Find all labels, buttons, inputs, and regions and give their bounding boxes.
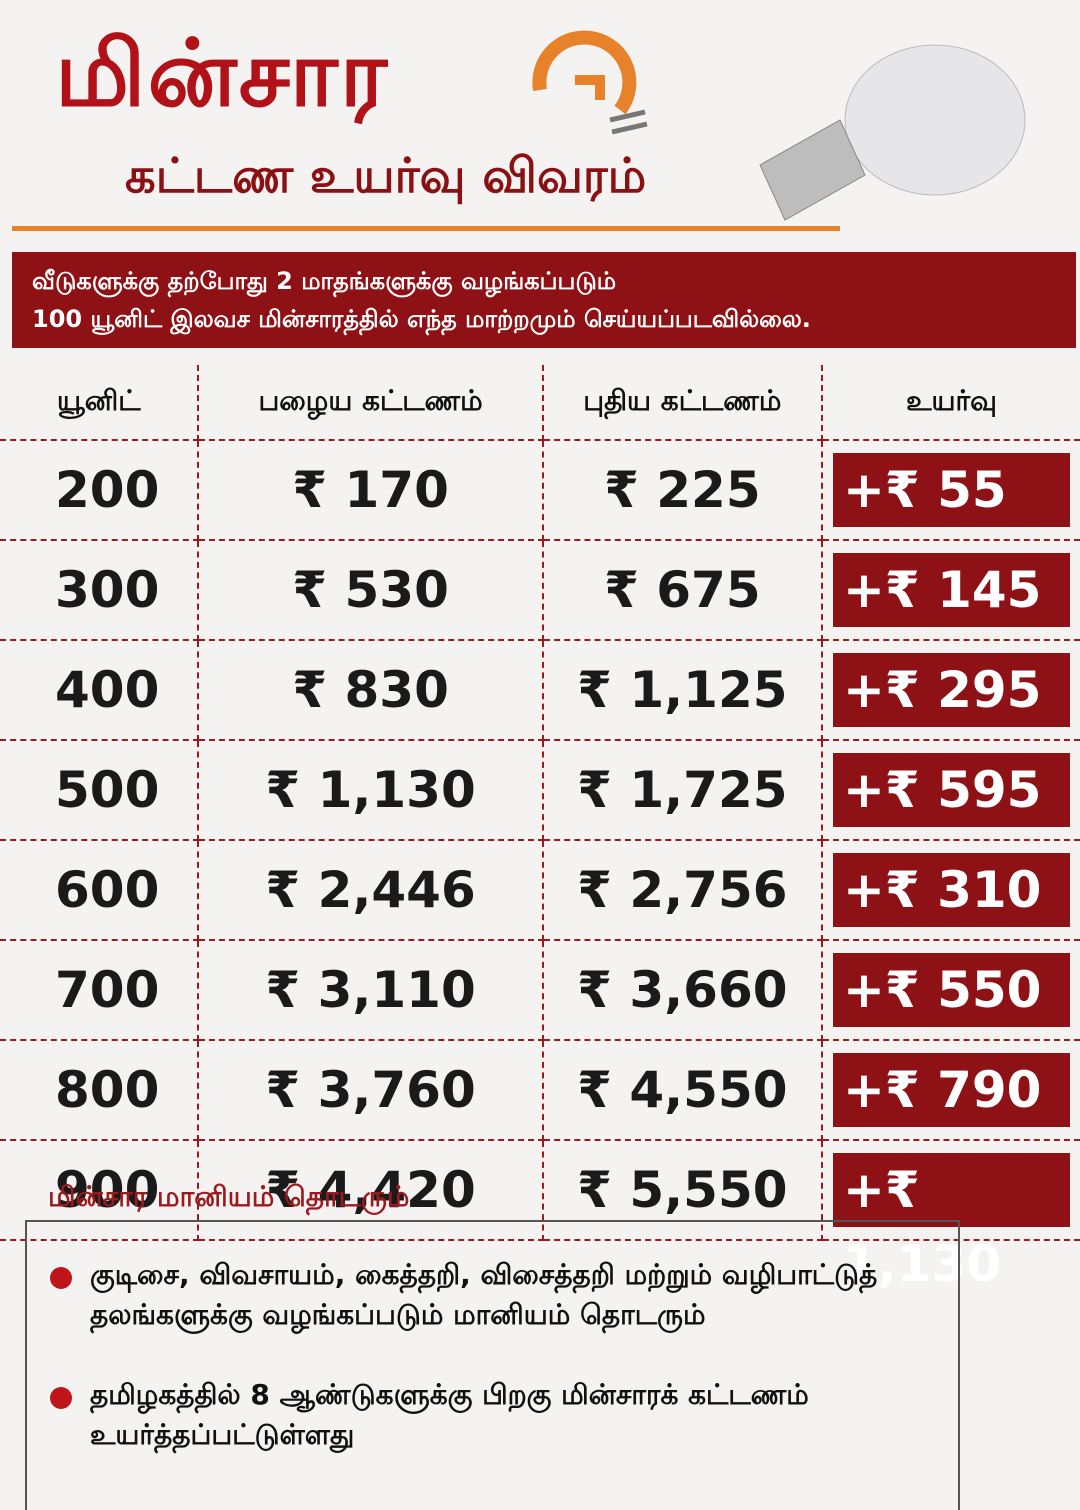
table-cell: +₹ 1,130 [821, 1140, 1080, 1293]
increase-badge: +₹ 550 [832, 953, 1070, 1027]
divider [12, 226, 840, 231]
table-cell: 500 [0, 740, 200, 841]
increase-badge: +₹ 595 [832, 753, 1070, 827]
column-header: பழைய கட்டணம் [198, 365, 544, 441]
table-cell: 800 [0, 1040, 200, 1141]
title: மின்சார [55, 20, 390, 127]
increase-badge: +₹ 790 [832, 1053, 1070, 1127]
table-row: 200 ₹ 170 ₹ 225 +₹ 55 [0, 440, 1080, 541]
table-cell: +₹ 55 [821, 440, 1080, 541]
logo-line [611, 121, 648, 135]
increase-badge: +₹ 1,130 [832, 1153, 1070, 1293]
notice-line: 100 யூனிட் இலவச மின்சாரத்தில் எந்த மாற்ற… [32, 305, 811, 333]
table-cell: +₹ 145 [821, 540, 1080, 641]
column-header: உயர்வு [821, 365, 1080, 441]
table-cell: ₹ 5,550 [542, 1140, 823, 1241]
table-body: 200 ₹ 170 ₹ 225 +₹ 55 300 ₹ 530 ₹ 675 +₹ 145 400… [0, 440, 1080, 1293]
table-cell: 600 [0, 840, 200, 941]
table-cell: +₹ 550 [821, 940, 1080, 1041]
table-row: 600 ₹ 2,446 ₹ 2,756 +₹ 310 [0, 840, 1080, 941]
table-row: 900 ₹ 4,420 ₹ 5,550 +₹ 1,130 [0, 1140, 1080, 1293]
table-cell: ₹ 225 [542, 440, 823, 541]
table-cell: ₹ 530 [198, 540, 544, 641]
bulb-base [759, 119, 866, 221]
table-cell: 300 [0, 540, 200, 641]
subsidy-box [25, 1220, 960, 1510]
logo-arc [532, 30, 637, 115]
plug-logo [532, 30, 648, 135]
table-cell: +₹ 790 [821, 1040, 1080, 1141]
table-cell: ₹ 830 [198, 640, 544, 741]
table-cell: +₹ 595 [821, 740, 1080, 841]
table-cell: +₹ 295 [821, 640, 1080, 741]
column-header: புதிய கட்டணம் [542, 365, 823, 441]
increase-badge: +₹ 295 [832, 653, 1070, 727]
table-row: 800 ₹ 3,760 ₹ 4,550 +₹ 790 [0, 1040, 1080, 1141]
table-cell: ₹ 2,756 [542, 840, 823, 941]
increase-badge: +₹ 55 [832, 453, 1070, 527]
section-title: மின்சார மானியம் தொடரும் [48, 1180, 410, 1213]
notice-line: வீடுகளுக்கு தற்போது 2 மாதங்களுக்கு வழங்க… [32, 267, 617, 295]
table-cell: 200 [0, 440, 200, 541]
column-header: யூனிட் [0, 365, 200, 441]
bulb [759, 44, 1026, 221]
header-row: யூனிட் பழைய கட்டணம் புதிய கட்டணம் உயர்வு [0, 365, 1080, 441]
table-cell: ₹ 1,125 [542, 640, 823, 741]
table-cell: ₹ 4,420 [198, 1140, 544, 1241]
table-cell: ₹ 2,446 [198, 840, 544, 941]
increase-badge: +₹ 145 [832, 553, 1070, 627]
bullet-point: தமிழகத்தில் 8 ஆண்டுகளுக்கு பிறகு மின்சார… [50, 1375, 910, 1455]
table-row: 300 ₹ 530 ₹ 675 +₹ 145 [0, 540, 1080, 641]
increase-badge: +₹ 310 [832, 853, 1070, 927]
table-cell: ₹ 3,760 [198, 1040, 544, 1141]
table-cell: ₹ 170 [198, 440, 544, 541]
bullet-point: குடிசை, விவசாயம், கைத்தறி, விசைத்தறி மற்… [50, 1255, 970, 1335]
notice: வீடுகளுக்கு தற்போது 2 மாதங்களுக்கு வழங்க… [12, 252, 1076, 348]
bulb-glass [844, 44, 1026, 196]
table-row: 400 ₹ 830 ₹ 1,125 +₹ 295 [0, 640, 1080, 741]
table-cell: ₹ 4,550 [542, 1040, 823, 1141]
table-row: 700 ₹ 3,110 ₹ 3,660 +₹ 550 [0, 940, 1080, 1041]
tariff-table: யூனிட் பழைய கட்டணம் புதிய கட்டணம் உயர்வு 20… [0, 365, 1080, 1293]
table-cell: ₹ 675 [542, 540, 823, 641]
table-cell: ₹ 1,130 [198, 740, 544, 841]
subtitle: கட்டண உயர்வு விவரம் [125, 148, 647, 204]
logo-plug [575, 75, 605, 100]
table-cell: 400 [0, 640, 200, 741]
logo-line [609, 109, 646, 123]
table-cell: +₹ 310 [821, 840, 1080, 941]
table-cell: ₹ 3,110 [198, 940, 544, 1041]
table-cell: 700 [0, 940, 200, 1041]
table-row: 500 ₹ 1,130 ₹ 1,725 +₹ 595 [0, 740, 1080, 841]
table-cell: ₹ 1,725 [542, 740, 823, 841]
table-cell: 900 [0, 1140, 200, 1241]
table-cell: ₹ 3,660 [542, 940, 823, 1041]
